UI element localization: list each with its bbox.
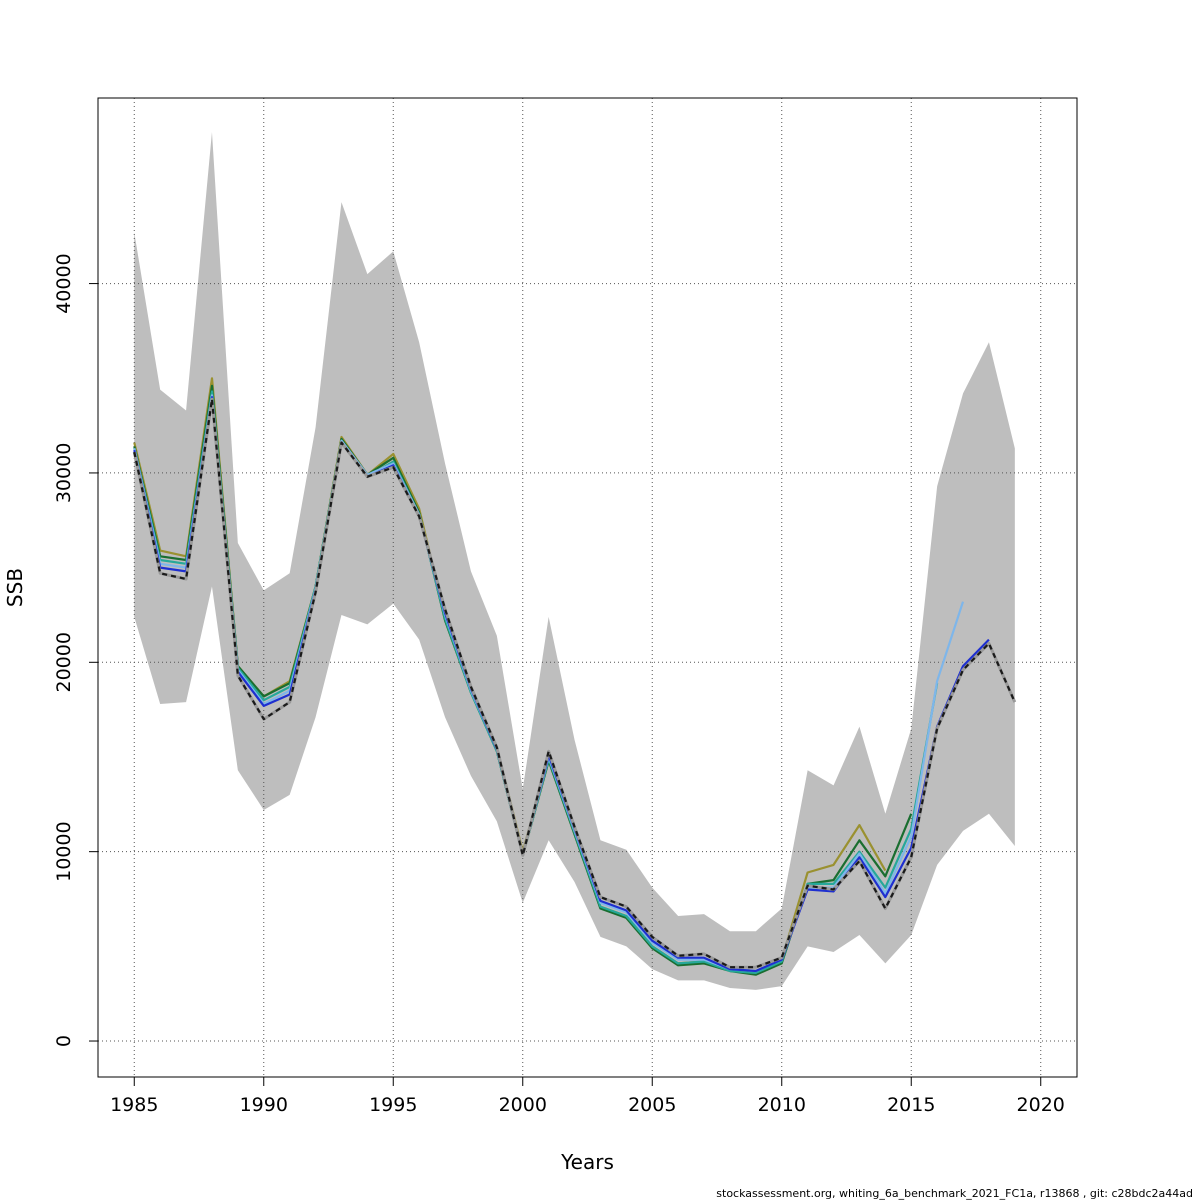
axis-layer: 1985 1990 1995 2000 2005 2010 2015 2020 0 10000 20… [53, 253, 1065, 1116]
series-layer [132, 377, 1017, 976]
series-line-0 [133, 398, 1016, 969]
x-axis-title: Years [560, 1150, 614, 1174]
x-tick-label-1990: 1990 [240, 1094, 288, 1116]
x-tick-label-2000: 2000 [499, 1094, 547, 1116]
y-tick-label-40000: 40000 [53, 253, 75, 313]
footer-credit: stockassessment.org, whiting_6a_benchmar… [716, 1187, 1193, 1200]
x-tick-label-2015: 2015 [887, 1094, 935, 1116]
x-tick-label-2010: 2010 [758, 1094, 806, 1116]
y-axis-title: SSB [3, 568, 27, 607]
x-tick-label-2005: 2005 [628, 1094, 676, 1116]
confidence-band-layer [134, 132, 1015, 990]
y-tick-label-10000: 10000 [53, 821, 75, 881]
x-tick-label-2020: 2020 [1017, 1094, 1065, 1116]
y-tick-label-30000: 30000 [53, 443, 75, 503]
x-tick-label-1995: 1995 [369, 1094, 417, 1116]
y-tick-label-0: 0 [53, 1035, 75, 1047]
x-tick-label-1985: 1985 [110, 1094, 158, 1116]
plot-frame [97, 97, 1078, 1078]
confidence-band [134, 132, 1015, 990]
y-tick-label-20000: 20000 [53, 632, 75, 692]
